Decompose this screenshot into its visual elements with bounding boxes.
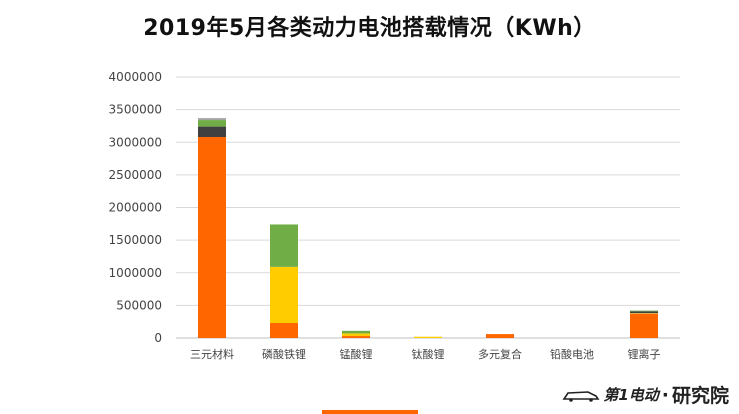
y-tick-label: 1000000 xyxy=(109,266,162,280)
bar-segment xyxy=(198,120,226,127)
bar-segment xyxy=(342,333,370,337)
bar-segment xyxy=(486,334,514,338)
y-tick-label: 4000000 xyxy=(109,70,162,84)
x-tick-label: 铅酸电池 xyxy=(550,347,594,361)
bar-segment xyxy=(198,137,226,338)
bar-segment xyxy=(198,126,226,138)
y-tick-label: 2000000 xyxy=(109,201,162,215)
x-tick-label: 锂离子 xyxy=(628,347,661,361)
bar-segment xyxy=(630,311,658,314)
brand-suffix: 研究院 xyxy=(671,385,729,407)
x-tick-label: 多元复合 xyxy=(478,347,522,361)
x-tick-label: 三元材料 xyxy=(190,347,234,361)
bar-segment xyxy=(342,336,370,338)
chart-title: 2019年5月各类动力电池搭载情况（KWh） xyxy=(143,16,596,41)
bar-segment xyxy=(414,336,442,338)
y-tick-label: 3000000 xyxy=(109,135,162,149)
legend-series-swatch xyxy=(322,410,418,414)
y-tick-label: 3500000 xyxy=(109,103,162,117)
y-tick-label: 1500000 xyxy=(109,233,162,247)
bar-segment xyxy=(270,266,298,323)
bar-segment xyxy=(630,313,658,338)
bar-segment xyxy=(630,313,658,314)
bar-segment xyxy=(342,330,370,334)
brand-separator: · xyxy=(661,383,669,406)
bar-segment xyxy=(270,322,298,338)
car-logo-icon xyxy=(562,390,600,402)
bar-segment xyxy=(630,310,658,312)
brand-logo-text: 第1电动 xyxy=(603,386,659,404)
x-tick-label: 锰酸锂 xyxy=(340,347,373,361)
x-tick-label: 磷酸铁锂 xyxy=(262,347,306,361)
y-tick-label: 2500000 xyxy=(109,168,162,182)
bar-segment xyxy=(198,118,226,121)
y-tick-label: 500000 xyxy=(116,298,162,312)
bar-segment xyxy=(270,224,298,267)
x-tick-label: 钛酸锂 xyxy=(412,347,445,361)
brand-watermark: 第1电动 · 研究院 xyxy=(562,381,729,408)
y-tick-label: 0 xyxy=(154,331,162,345)
